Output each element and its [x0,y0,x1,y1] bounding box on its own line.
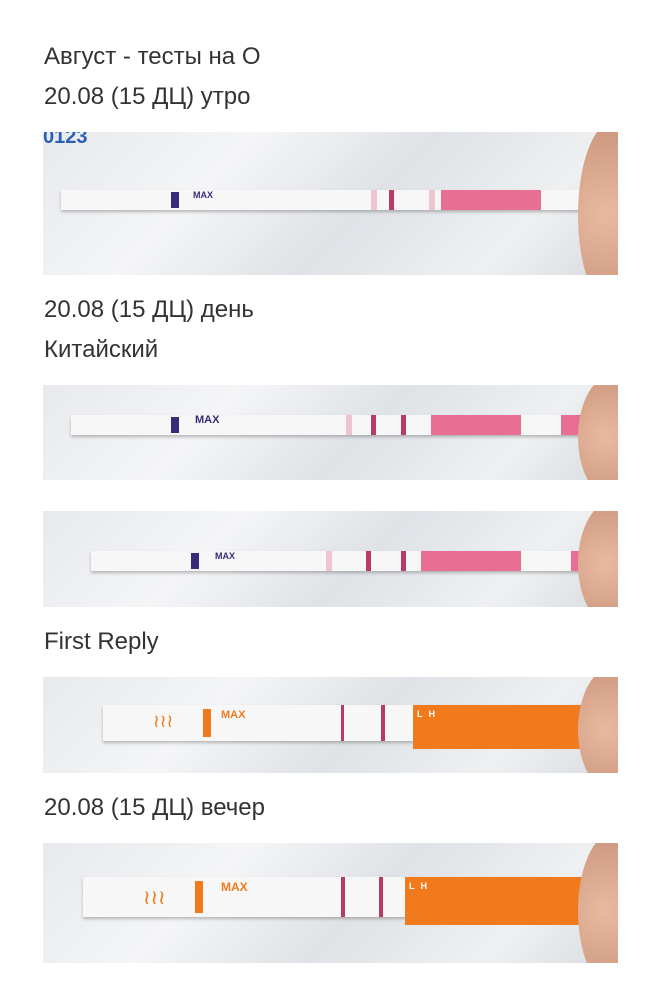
strip-label: MAX [195,414,220,426]
photo-test-first-reply[interactable]: ≀≀≀ MAX LH [43,677,618,773]
caption-first-reply: First Reply [44,628,159,655]
strip-label: MAX [221,709,246,721]
strip-label: MAX [215,551,235,561]
post-title: Август - тесты на О [44,43,261,70]
photo-test-morning[interactable]: 0123 MAX [43,132,618,275]
caption-morning: 20.08 (15 ДЦ) утро [44,83,251,110]
package-number: 0123 [43,132,88,148]
photo-test-evening[interactable]: ≀≀≀ MAX LH [43,843,618,963]
strip-label: MAX [221,880,248,894]
lh-label: LH [413,705,591,749]
caption-evening: 20.08 (15 ДЦ) вечер [44,794,265,821]
strip-label: MAX [193,190,213,200]
photo-test-chinese-1[interactable]: MAX [43,385,618,480]
caption-chinese: Китайский [44,336,159,363]
photo-test-chinese-2[interactable]: MAX [43,511,618,607]
caption-day: 20.08 (15 ДЦ) день [44,296,254,323]
lh-label: LH [405,877,591,925]
